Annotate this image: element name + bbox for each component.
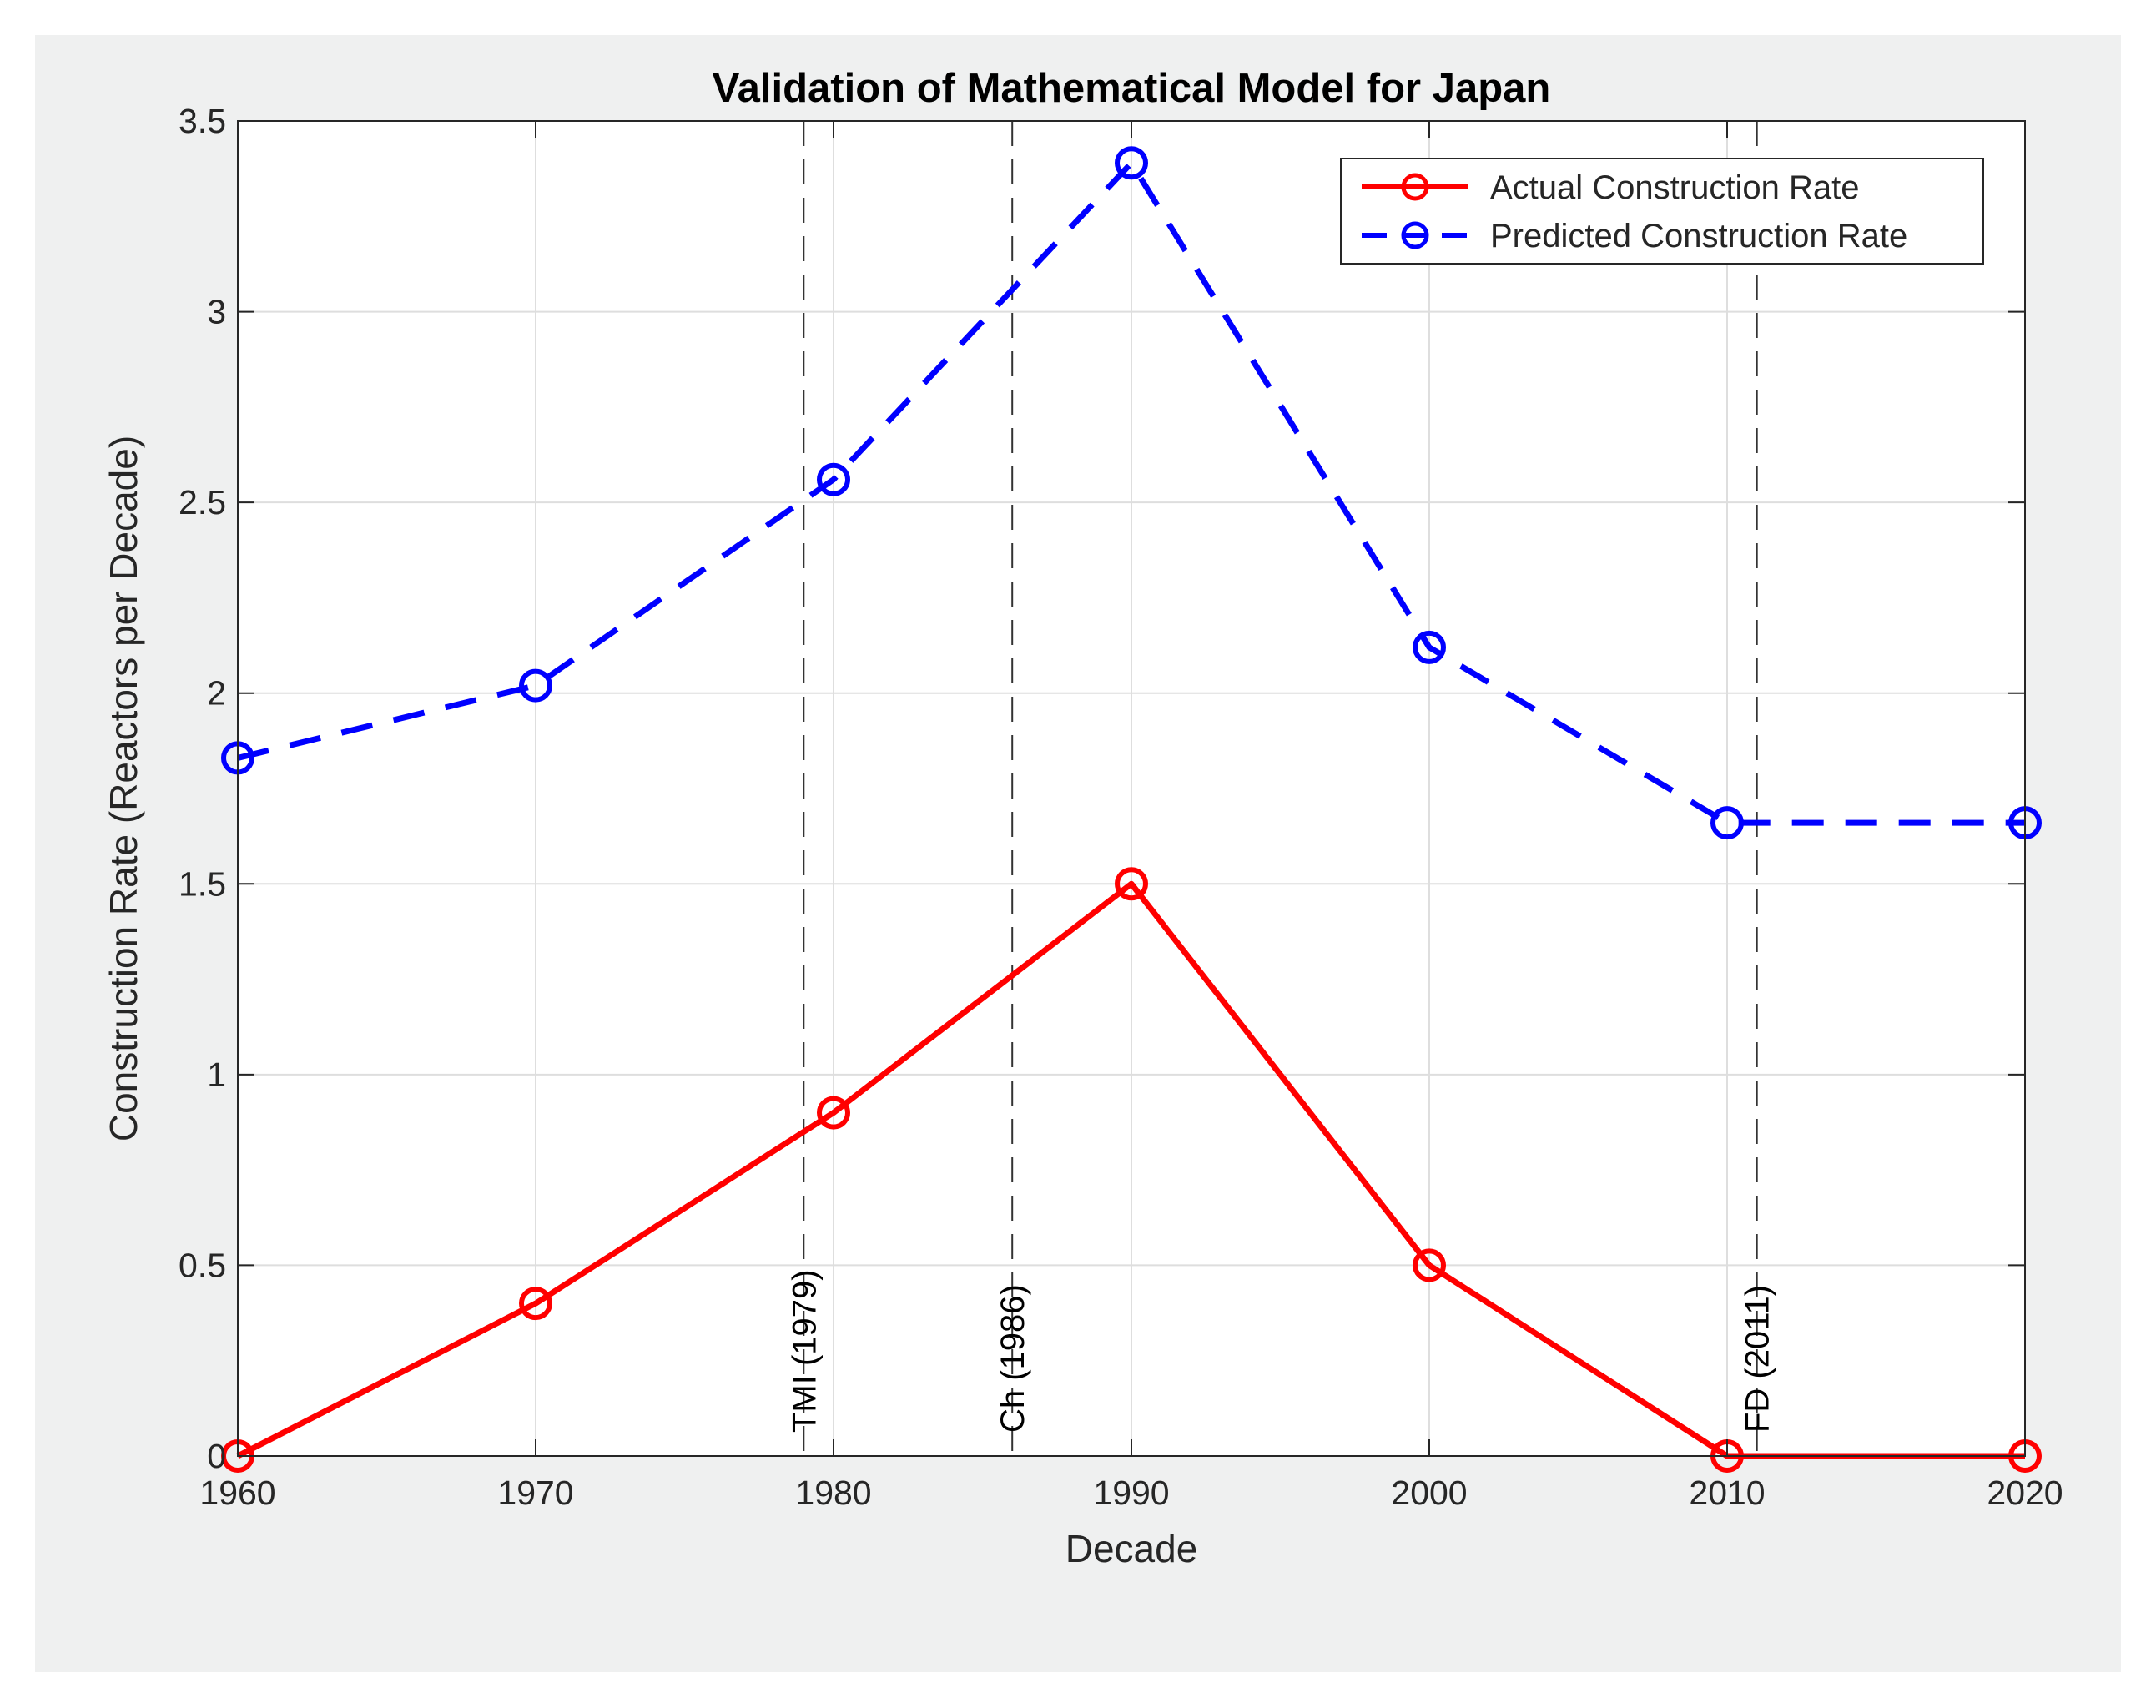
event-label: Ch (1986) — [995, 1284, 1031, 1433]
y-tick-label: 0 — [207, 1437, 226, 1475]
x-tick-label: 1970 — [497, 1474, 573, 1512]
data-point-predicted — [1413, 630, 1446, 664]
y-tick-label: 2.5 — [179, 483, 226, 521]
x-tick-label: 1960 — [199, 1474, 275, 1512]
y-tick-label: 2 — [207, 674, 226, 713]
legend-marker-actual — [1401, 173, 1429, 201]
x-tick-label: 1980 — [795, 1474, 871, 1512]
legend-marker-predicted — [1401, 221, 1429, 249]
legend: Actual Construction Rate Predicted Const… — [1340, 158, 1984, 265]
legend-label-predicted: Predicted Construction Rate — [1490, 218, 1907, 254]
data-point-predicted — [1710, 806, 1744, 840]
chart-title: Validation of Mathematical Model for Jap… — [713, 66, 1551, 111]
x-axis-title: Decade — [1065, 1527, 1198, 1570]
ticks: 1960 1970 1980 1990 2000 2010 2020 0 0.5 1 1.5 2 2.5… — [179, 102, 2063, 1512]
data-point-actual — [817, 1096, 850, 1130]
legend-label-actual: Actual Construction Rate — [1490, 169, 1859, 206]
data-point-actual — [1413, 1248, 1446, 1282]
data-point-predicted — [817, 462, 850, 496]
figure-panel: TMI (1979) Ch (1986) FD (2011) 1960 1970 198… — [35, 35, 2121, 1672]
event-lines: TMI (1979) Ch (1986) FD (2011) — [786, 121, 1776, 1456]
data-point-actual — [1115, 867, 1148, 901]
data-point-actual — [519, 1287, 552, 1321]
legend-box — [1340, 158, 1984, 265]
event-label: TMI (1979) — [786, 1269, 823, 1433]
y-tick-label: 0.5 — [179, 1246, 226, 1284]
x-tick-label: 2010 — [1689, 1474, 1765, 1512]
y-axis-title: Construction Rate (Reactors per Decade) — [102, 436, 145, 1141]
event-label: FD (2011) — [1740, 1285, 1776, 1433]
data-point-predicted — [519, 668, 552, 703]
y-tick-label: 1.5 — [179, 864, 226, 903]
data-point-predicted — [1115, 146, 1148, 180]
y-tick-label: 1 — [207, 1056, 226, 1094]
y-tick-label: 3.5 — [179, 102, 226, 140]
x-tick-label: 2020 — [1987, 1474, 2063, 1512]
y-tick-label: 3 — [207, 293, 226, 331]
chart: TMI (1979) Ch (1986) FD (2011) 1960 1970 198… — [102, 66, 2063, 1570]
x-tick-label: 2000 — [1391, 1474, 1467, 1512]
x-tick-label: 1990 — [1093, 1474, 1169, 1512]
